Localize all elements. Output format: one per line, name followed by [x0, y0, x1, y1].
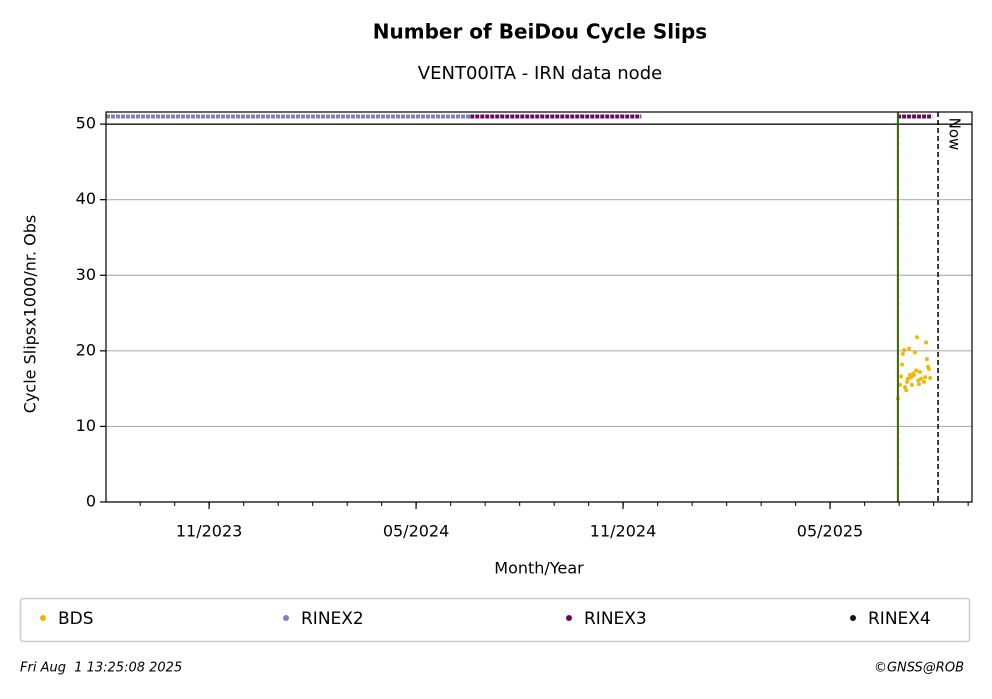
data-point: [904, 388, 909, 393]
y-tick-label: 10: [76, 416, 96, 435]
legend-marker: [40, 615, 46, 621]
data-point: [897, 382, 902, 387]
data-point: [928, 376, 933, 381]
chart-title: Number of BeiDou Cycle Slips: [373, 20, 707, 44]
x-tick-label: 05/2024: [383, 522, 449, 541]
legend-box: [19, 597, 971, 643]
data-point: [900, 362, 905, 367]
x-axis-label: Month/Year: [494, 559, 584, 578]
legend-marker: [566, 615, 572, 621]
legend-marker: [283, 615, 289, 621]
y-tick-label: 30: [76, 265, 96, 284]
data-point: [912, 373, 917, 378]
y-tick-label: 20: [76, 340, 96, 359]
data-point: [919, 376, 924, 381]
y-tick-label: 50: [76, 114, 96, 133]
data-point: [909, 375, 914, 380]
plot-frame: [105, 111, 973, 503]
x-tick-label: 11/2023: [176, 522, 242, 541]
chart-subtitle: VENT00ITA - IRN data node: [418, 63, 662, 84]
data-point: [900, 351, 905, 356]
data-point: [909, 382, 914, 387]
data-point: [899, 374, 904, 379]
data-point: [917, 370, 922, 374]
legend-label: BDS: [58, 609, 94, 629]
y-tick-label: 40: [76, 189, 96, 208]
data-point: [902, 385, 907, 390]
data-point: [917, 382, 922, 387]
data-point: [914, 335, 919, 340]
x-tick-label: 11/2024: [590, 522, 656, 541]
y-tick-label: 0: [86, 492, 96, 511]
data-point: [921, 379, 926, 384]
data-point: [902, 348, 907, 353]
legend-label: RINEX3: [584, 609, 647, 629]
data-point: [912, 350, 917, 355]
legend-marker: [850, 615, 856, 621]
data-point: [905, 379, 910, 384]
data-point: [924, 357, 929, 362]
footer-credit: ©GNSS@ROB: [874, 661, 964, 676]
data-point: [914, 368, 919, 373]
data-point: [905, 376, 910, 381]
x-tick-label: 05/2025: [797, 522, 863, 541]
footer-date: Fri Aug 1 13:25:08 2025: [20, 661, 182, 676]
data-point: [907, 346, 912, 351]
y-axis-label: Cycle Slipsx1000/nr. Obs: [21, 215, 40, 413]
legend-label: RINEX4: [868, 609, 931, 629]
legend-label: RINEX2: [301, 609, 364, 629]
data-point: [924, 340, 929, 345]
now-label: Now: [946, 118, 964, 151]
data-point: [926, 366, 931, 371]
data-point: [923, 375, 928, 380]
